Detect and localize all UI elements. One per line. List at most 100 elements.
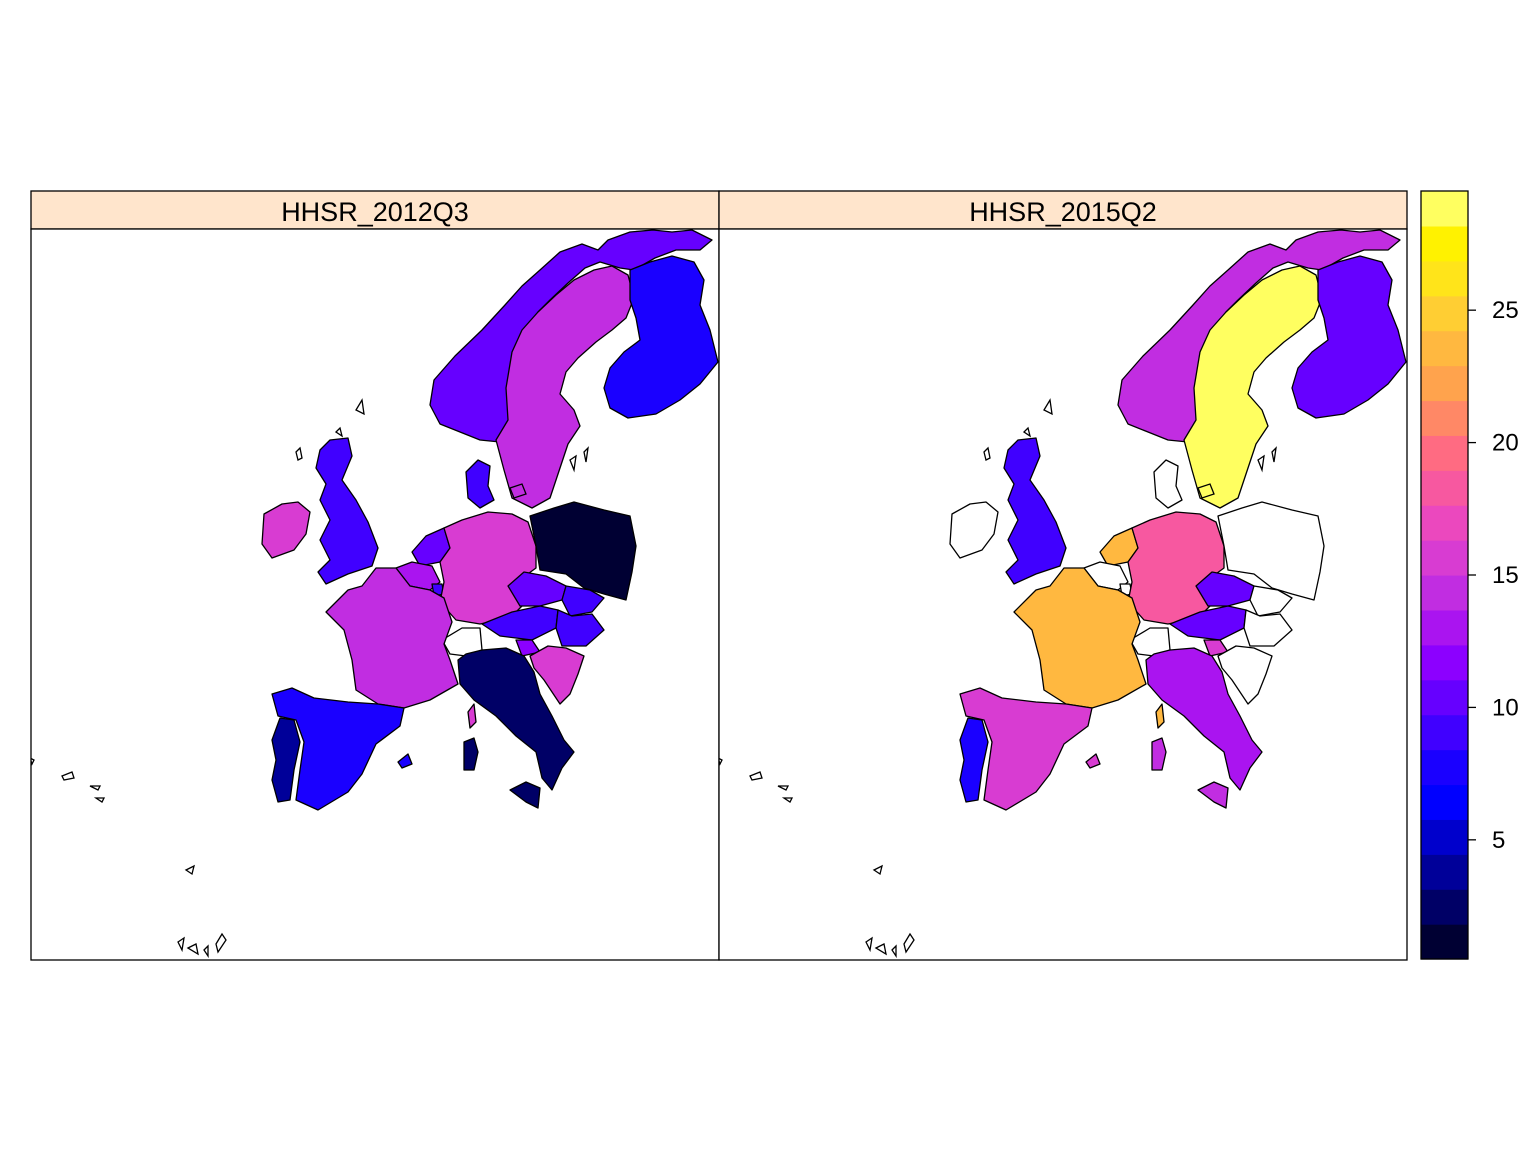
region-sweden — [495, 265, 635, 509]
region-france — [1013, 567, 1147, 709]
island-outline — [1197, 483, 1215, 499]
island-outline — [583, 446, 589, 463]
color-key-tick-label: 5 — [1492, 827, 1505, 854]
color-key-swatch — [1421, 365, 1468, 402]
region-spain — [959, 687, 1093, 811]
island-outline — [295, 446, 303, 461]
island-outline — [777, 785, 790, 791]
color-key-swatch — [1421, 889, 1468, 925]
region-corsica — [1155, 703, 1165, 729]
region-poland — [529, 501, 637, 601]
region-finland — [1291, 255, 1407, 419]
region-sardinia — [463, 737, 479, 771]
color-key-swatch — [1421, 400, 1468, 436]
color-key-tick-label: 10 — [1492, 694, 1519, 721]
island-outline — [569, 454, 577, 473]
island-outline — [1271, 446, 1277, 463]
color-key-swatch — [1421, 924, 1468, 960]
island-outline — [334, 426, 344, 438]
region-ireland — [261, 501, 311, 559]
region-sardinia — [1151, 737, 1167, 771]
color-key-swatch — [1421, 609, 1468, 646]
island-outline — [61, 771, 75, 781]
region-sicily — [1197, 781, 1229, 809]
color-key-tick-label: 25 — [1492, 297, 1519, 324]
panel-2012q3-title: HHSR_2012Q3 — [281, 197, 469, 227]
panel-2015q2-title: HHSR_2015Q2 — [969, 197, 1157, 227]
island-outline — [1257, 454, 1265, 473]
region-poland — [1217, 501, 1325, 601]
color-key-legend: 5 10 15 20 25 — [1420, 190, 1519, 960]
island-outline — [719, 757, 723, 766]
island-outline — [203, 944, 209, 959]
region-denmark — [1153, 459, 1183, 509]
island-outline — [865, 936, 873, 953]
color-key-swatch — [1421, 644, 1468, 681]
region-italy — [1145, 647, 1263, 791]
color-key-swatch — [1421, 295, 1468, 332]
panel-2015q2-map — [719, 229, 1407, 959]
island-outline — [874, 943, 887, 956]
island-outline — [903, 932, 915, 954]
island-outline — [184, 864, 195, 876]
region-sicily — [509, 781, 541, 809]
island-outline — [177, 936, 185, 953]
panel-2012q3-strip — [30, 190, 720, 230]
color-key-swatch — [1421, 854, 1468, 890]
region-ireland — [949, 501, 999, 559]
color-key-swatch — [1421, 191, 1468, 227]
island-outline — [509, 483, 527, 499]
color-key-tick-label: 20 — [1492, 430, 1519, 457]
island-outline — [31, 757, 35, 766]
color-key-swatch — [1421, 679, 1468, 716]
color-key-swatch — [1421, 540, 1468, 576]
island-outline — [1022, 426, 1032, 438]
region-germany — [1127, 511, 1225, 625]
color-key-swatch — [1421, 714, 1468, 751]
color-key-swatch — [1421, 470, 1468, 506]
island-outline — [186, 943, 199, 956]
region-croatia — [529, 645, 585, 705]
color-key-swatch — [1421, 330, 1468, 367]
region-balearics — [1085, 753, 1101, 769]
region-germany — [439, 511, 537, 625]
region-croatia — [1217, 645, 1273, 705]
color-key-tick-label: 15 — [1492, 562, 1519, 589]
region-sweden — [1183, 265, 1323, 509]
region-italy — [457, 647, 575, 791]
region-uk — [1003, 437, 1067, 585]
region-finland — [603, 255, 719, 419]
island-outline — [355, 398, 365, 416]
color-key-swatch — [1421, 505, 1468, 541]
color-key-swatch — [1421, 225, 1468, 262]
region-uk — [315, 437, 379, 585]
island-outline — [781, 797, 794, 803]
panel-2012q3-map — [31, 229, 719, 959]
panel-2012q3: HHSR_2012Q3 — [30, 190, 720, 961]
region-portugal — [959, 717, 989, 803]
region-balearics — [397, 753, 413, 769]
island-outline — [89, 785, 102, 791]
region-hungary — [555, 609, 605, 647]
region-portugal — [271, 717, 301, 803]
color-key-swatch — [1421, 435, 1468, 471]
color-key-swatch — [1421, 260, 1468, 297]
island-outline — [215, 932, 227, 954]
color-key-swatch — [1421, 819, 1468, 855]
island-outline — [891, 944, 897, 959]
island-outline — [749, 771, 763, 781]
color-key-swatch — [1421, 784, 1468, 820]
region-corsica — [467, 703, 477, 729]
island-outline — [1043, 398, 1053, 416]
island-outline — [983, 446, 991, 461]
color-key-swatch — [1421, 749, 1468, 786]
panel-2015q2-strip — [718, 190, 1408, 230]
region-spain — [271, 687, 405, 811]
region-france — [325, 567, 459, 709]
panel-2015q2: HHSR_2015Q2 — [718, 190, 1408, 961]
island-outline — [872, 864, 883, 876]
color-key-swatch — [1421, 575, 1468, 611]
region-hungary — [1243, 609, 1293, 647]
region-denmark — [465, 459, 495, 509]
